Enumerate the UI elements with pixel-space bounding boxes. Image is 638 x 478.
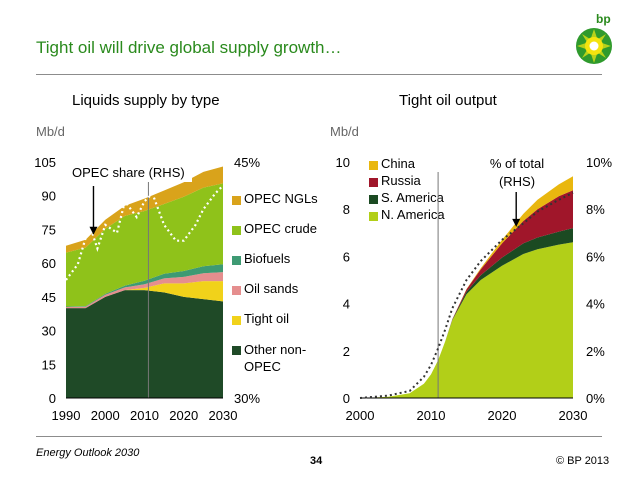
- legend-label-oil-sands: Oil sands: [244, 281, 299, 296]
- left-area-other-non-opec: [66, 290, 223, 398]
- right-y2-tick-label: 6%: [586, 249, 605, 264]
- page-number: 34: [310, 455, 323, 467]
- legend-label-other-non-opec: Other non-OPEC: [244, 342, 307, 374]
- right-y-tick-label: 2: [343, 344, 350, 359]
- left-x-tick-label: 2010: [130, 408, 159, 423]
- right-area-n-america: [360, 242, 573, 398]
- left-y-tick-label: 45: [42, 290, 56, 305]
- left-area-tight-oil: [66, 281, 223, 309]
- legend-swatch-biofuels: [232, 256, 241, 265]
- left-annotation-label: OPEC share (RHS): [72, 165, 185, 180]
- right-annotation-label-line1: % of total: [490, 156, 544, 171]
- legend-label-opec-crude: OPEC crude: [244, 221, 317, 236]
- right-annotation-arrowhead: [512, 218, 521, 227]
- legend-swatch-opec-ngls: [232, 196, 241, 205]
- bp-logo-text: bp: [596, 12, 611, 26]
- right-x-tick-label: 2010: [417, 408, 446, 423]
- right-y-tick-label: 6: [343, 249, 350, 264]
- helios-icon: [576, 28, 612, 64]
- right-y-unit: Mb/d: [330, 124, 359, 139]
- legend-label-tight-oil: Tight oil: [244, 311, 290, 326]
- left-annotation-box: [68, 162, 192, 182]
- left-y-tick-label: 75: [42, 222, 56, 237]
- legend-label-s-america: S. America: [381, 190, 444, 205]
- title-rule: [36, 74, 602, 75]
- left-x-tick-label: 1990: [52, 408, 81, 423]
- left-area-opec-crude: [66, 183, 223, 307]
- bp-logo: bp: [572, 12, 616, 64]
- slide-title: Tight oil will drive global supply growt…: [36, 38, 342, 57]
- left-x-tick-label: 2030: [209, 408, 238, 423]
- left-y-tick-label: 90: [42, 189, 56, 204]
- legend-swatch-russia: [369, 178, 378, 187]
- left-x-tick-label: 2020: [169, 408, 198, 423]
- right-y-tick-label: 4: [343, 297, 350, 312]
- right-area-russia: [360, 190, 573, 398]
- right-y2-tick-label: 4%: [586, 297, 605, 312]
- right-y2-tick-label: 2%: [586, 344, 605, 359]
- copyright: © BP 2013: [556, 455, 610, 467]
- legend-swatch-other-non-opec: [232, 346, 241, 355]
- right-x-tick-label: 2020: [488, 408, 517, 423]
- left-y2-tick-label: 45%: [234, 155, 260, 170]
- legend-swatch-tight-oil: [232, 316, 241, 325]
- left-y-tick-label: 0: [49, 391, 56, 406]
- legend-label-biofuels: Biofuels: [244, 251, 291, 266]
- left-y2-tick-label: 30%: [234, 391, 260, 406]
- right-chart-title: Tight oil output: [399, 92, 497, 109]
- footer-rule: [36, 436, 602, 437]
- legend-label-russia: Russia: [381, 173, 421, 188]
- right-x-tick-label: 2000: [346, 408, 375, 423]
- legend-swatch-china: [369, 161, 378, 170]
- right-y2-tick-label: 0%: [586, 391, 605, 406]
- left-x-tick-label: 2000: [91, 408, 120, 423]
- left-y-tick-label: 30: [42, 324, 56, 339]
- legend-swatch-oil-sands: [232, 286, 241, 295]
- right-x-tick-label: 2030: [559, 408, 588, 423]
- right-area-china: [360, 176, 573, 398]
- footer-left: Energy Outlook 2030: [36, 447, 140, 459]
- legend-swatch-n-america: [369, 212, 378, 221]
- left-y-unit: Mb/d: [36, 124, 65, 139]
- right-y2-tick-label: 10%: [586, 155, 612, 170]
- legend-label-n-america: N. America: [381, 207, 445, 222]
- left-annotation-arrowhead: [89, 226, 98, 235]
- legend-label-opec-ngls: OPEC NGLs: [244, 191, 318, 206]
- left-y-tick-label: 15: [42, 357, 56, 372]
- legend-swatch-s-america: [369, 195, 378, 204]
- legend-swatch-opec-crude: [232, 226, 241, 235]
- right-share-line: [359, 191, 574, 399]
- right-y-tick-label: 0: [343, 391, 350, 406]
- left-y-tick-label: 60: [42, 256, 56, 271]
- right-annotation-label-line2: (RHS): [499, 174, 535, 189]
- left-y-tick-label: 105: [34, 155, 56, 170]
- right-y2-tick-label: 8%: [586, 202, 605, 217]
- right-y-tick-label: 8: [343, 202, 350, 217]
- right-y-tick-label: 10: [336, 155, 350, 170]
- left-area-biofuels: [66, 264, 223, 307]
- legend-label-china: China: [381, 156, 415, 171]
- left-chart-title: Liquids supply by type: [72, 92, 220, 109]
- left-area-opec-ngls: [66, 166, 223, 253]
- right-area-s-america: [360, 228, 573, 398]
- left-area-oil-sands: [66, 272, 223, 309]
